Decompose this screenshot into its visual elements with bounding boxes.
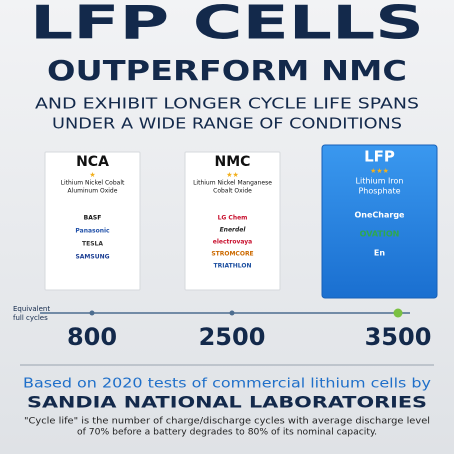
brand-logo: Panasonic — [75, 228, 110, 235]
card-name: NMC — [215, 154, 251, 170]
card-background — [321, 144, 438, 299]
card-rating: ★★★ — [370, 167, 389, 175]
brand-logo: BASF — [84, 215, 102, 222]
title: LFP CELLS — [30, 0, 424, 50]
cycle-count: 3500 — [365, 323, 432, 351]
brand-logo: OVATION — [360, 230, 400, 239]
card-background — [44, 151, 141, 291]
description-line: AND EXHIBIT LONGER CYCLE LIFE SPANS — [35, 95, 419, 113]
brand-logo: STROMCORE — [211, 251, 253, 258]
card-description: Phosphate — [358, 187, 400, 196]
card-rating: ★ — [89, 171, 95, 179]
brand-logo: SAMSUNG — [75, 254, 109, 261]
footer-note: "Cycle life" is the number of charge/dis… — [24, 417, 430, 427]
brand-logo: LG Chem — [218, 215, 248, 222]
footer-intro: Based on 2020 tests of commercial lithiu… — [23, 377, 431, 392]
footer-note: of 70% before a battery degrades to 80% … — [77, 428, 377, 438]
timeline-label: Equivalent — [13, 305, 50, 313]
brand-logo: TESLA — [82, 241, 103, 248]
card-description: Lithium Iron — [356, 177, 404, 186]
timeline-dot — [229, 310, 235, 316]
cycle-count: 800 — [67, 323, 117, 351]
timeline-label: full cycles — [13, 314, 48, 322]
card-background — [184, 151, 281, 291]
footer-source: SANDIA NATIONAL LABORATORIES — [27, 393, 427, 412]
description-line: UNDER A WIDE RANGE OF CONDITIONS — [52, 115, 402, 133]
brand-logo: TRIATHLON — [214, 263, 252, 270]
brand-logo: Enerdel — [220, 227, 247, 234]
brand-logo: electrovaya — [213, 239, 252, 246]
card-name: NCA — [76, 154, 109, 170]
card-description: Aluminum Oxide — [68, 188, 118, 195]
card-description: Cobalt Oxide — [213, 188, 252, 195]
card-name: LFP — [364, 148, 395, 166]
brand-logo: En — [374, 249, 385, 258]
timeline-dot — [393, 308, 403, 318]
card-description: Lithium Nickel Manganese — [193, 180, 272, 187]
timeline-dot — [89, 310, 95, 316]
cycle-count: 2500 — [199, 323, 266, 351]
card-rating: ★★ — [226, 171, 239, 179]
brand-logo: OneCharge — [355, 211, 406, 220]
card-description: Lithium Nickel Cobalt — [61, 180, 125, 187]
subtitle: OUTPERFORM NMC — [47, 54, 407, 87]
